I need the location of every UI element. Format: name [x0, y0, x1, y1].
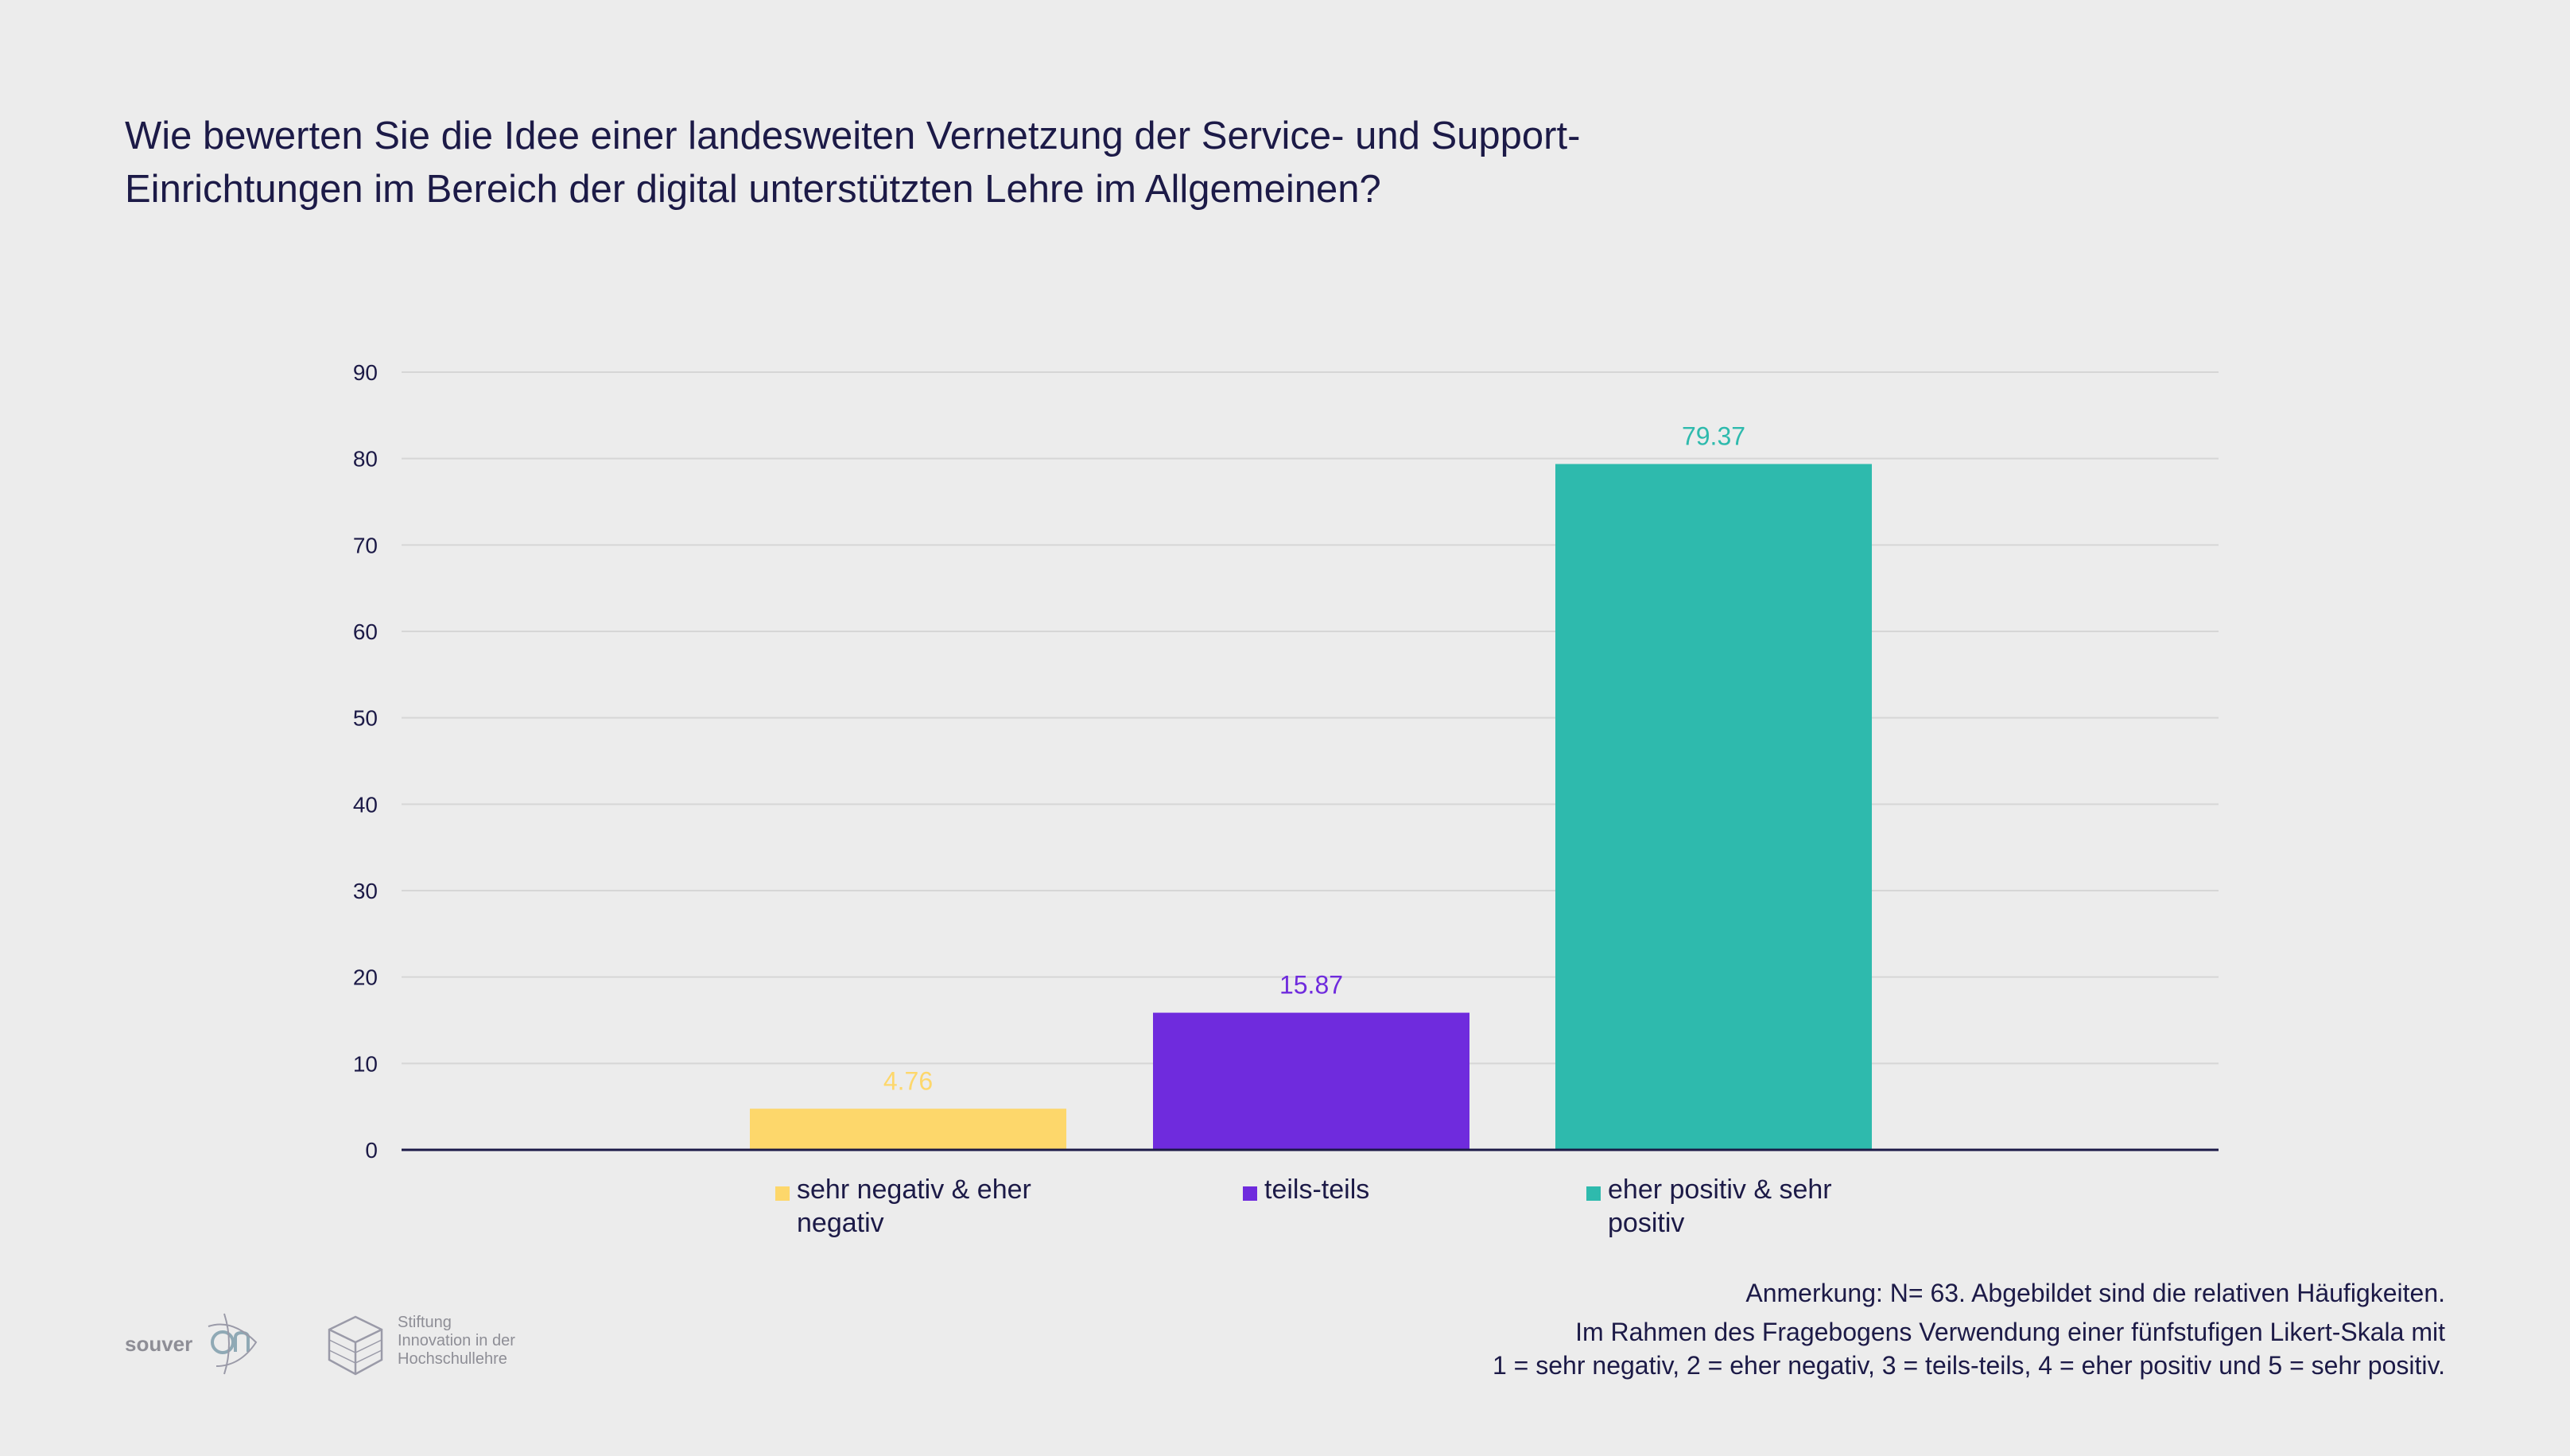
y-axis-ticks: 0 10 20 30 40 50 60 70 80 90	[353, 360, 378, 1163]
data-label-negative: 4.76	[883, 1066, 933, 1095]
y-tick-label-70: 70	[353, 533, 378, 557]
y-tick-label-90: 90	[353, 360, 378, 385]
note-sample-size: Anmerkung: N= 63. Abgebildet sind die re…	[1745, 1279, 2445, 1307]
souveran-logo-text: souver	[125, 1332, 193, 1356]
y-tick-label-50: 50	[353, 706, 378, 731]
note-scale-values: 1 = sehr negativ, 2 = eher negativ, 3 = …	[1492, 1351, 2445, 1380]
stiftung-logo-text: Stiftung Innovation in der Hochschullehr…	[398, 1314, 573, 1369]
legend-label-negative-line1: sehr negativ & eher	[797, 1175, 1031, 1205]
y-tick-label-20: 20	[353, 965, 378, 990]
legend-label-negative-line2: negativ	[797, 1208, 884, 1238]
bar-neutral	[1153, 1012, 1469, 1150]
bar-negative	[750, 1109, 1066, 1150]
y-tick-label-60: 60	[353, 619, 378, 644]
legend-label-positive-line1: eher positiv & sehr	[1608, 1175, 1832, 1205]
y-tick-label-30: 30	[353, 879, 378, 903]
chart-title: Wie bewerten Sie die Idee einer landeswe…	[125, 115, 1581, 211]
legend-swatch-negative	[775, 1186, 790, 1201]
y-tick-label-0: 0	[365, 1138, 378, 1163]
data-labels: 4.76 15.87 79.37	[883, 422, 1745, 1096]
stiftung-line-2: Innovation in der	[398, 1332, 515, 1349]
legend-swatch-neutral	[1243, 1186, 1257, 1201]
bars	[750, 464, 1872, 1150]
stiftung-line-3: Hochschullehre	[398, 1350, 507, 1368]
legend-label-neutral: teils-teils	[1264, 1175, 1370, 1205]
legend-item-neutral: teils-teils	[1243, 1173, 1481, 1206]
legend-item-positive: eher positiv & sehr positiv	[1586, 1173, 1904, 1240]
gridlines	[402, 371, 2219, 1065]
stiftung-line-1: Stiftung	[398, 1314, 452, 1331]
legend-swatch-positive	[1586, 1186, 1601, 1201]
y-tick-label-40: 40	[353, 792, 378, 817]
legend-label-positive-line2: positiv	[1608, 1208, 1685, 1238]
data-label-neutral: 15.87	[1279, 971, 1343, 1000]
y-tick-label-80: 80	[353, 447, 378, 472]
bar-positive	[1555, 464, 1872, 1150]
legend-item-negative: sehr negativ & eher negativ	[775, 1173, 1093, 1240]
note-likert-scale: Im Rahmen des Fragebogens Verwendung ein…	[1575, 1318, 2445, 1346]
souveran-emblem-icon	[208, 1313, 258, 1375]
y-tick-label-10: 10	[353, 1051, 378, 1076]
data-label-positive: 79.37	[1682, 422, 1745, 451]
stiftung-cube-icon	[328, 1315, 383, 1376]
